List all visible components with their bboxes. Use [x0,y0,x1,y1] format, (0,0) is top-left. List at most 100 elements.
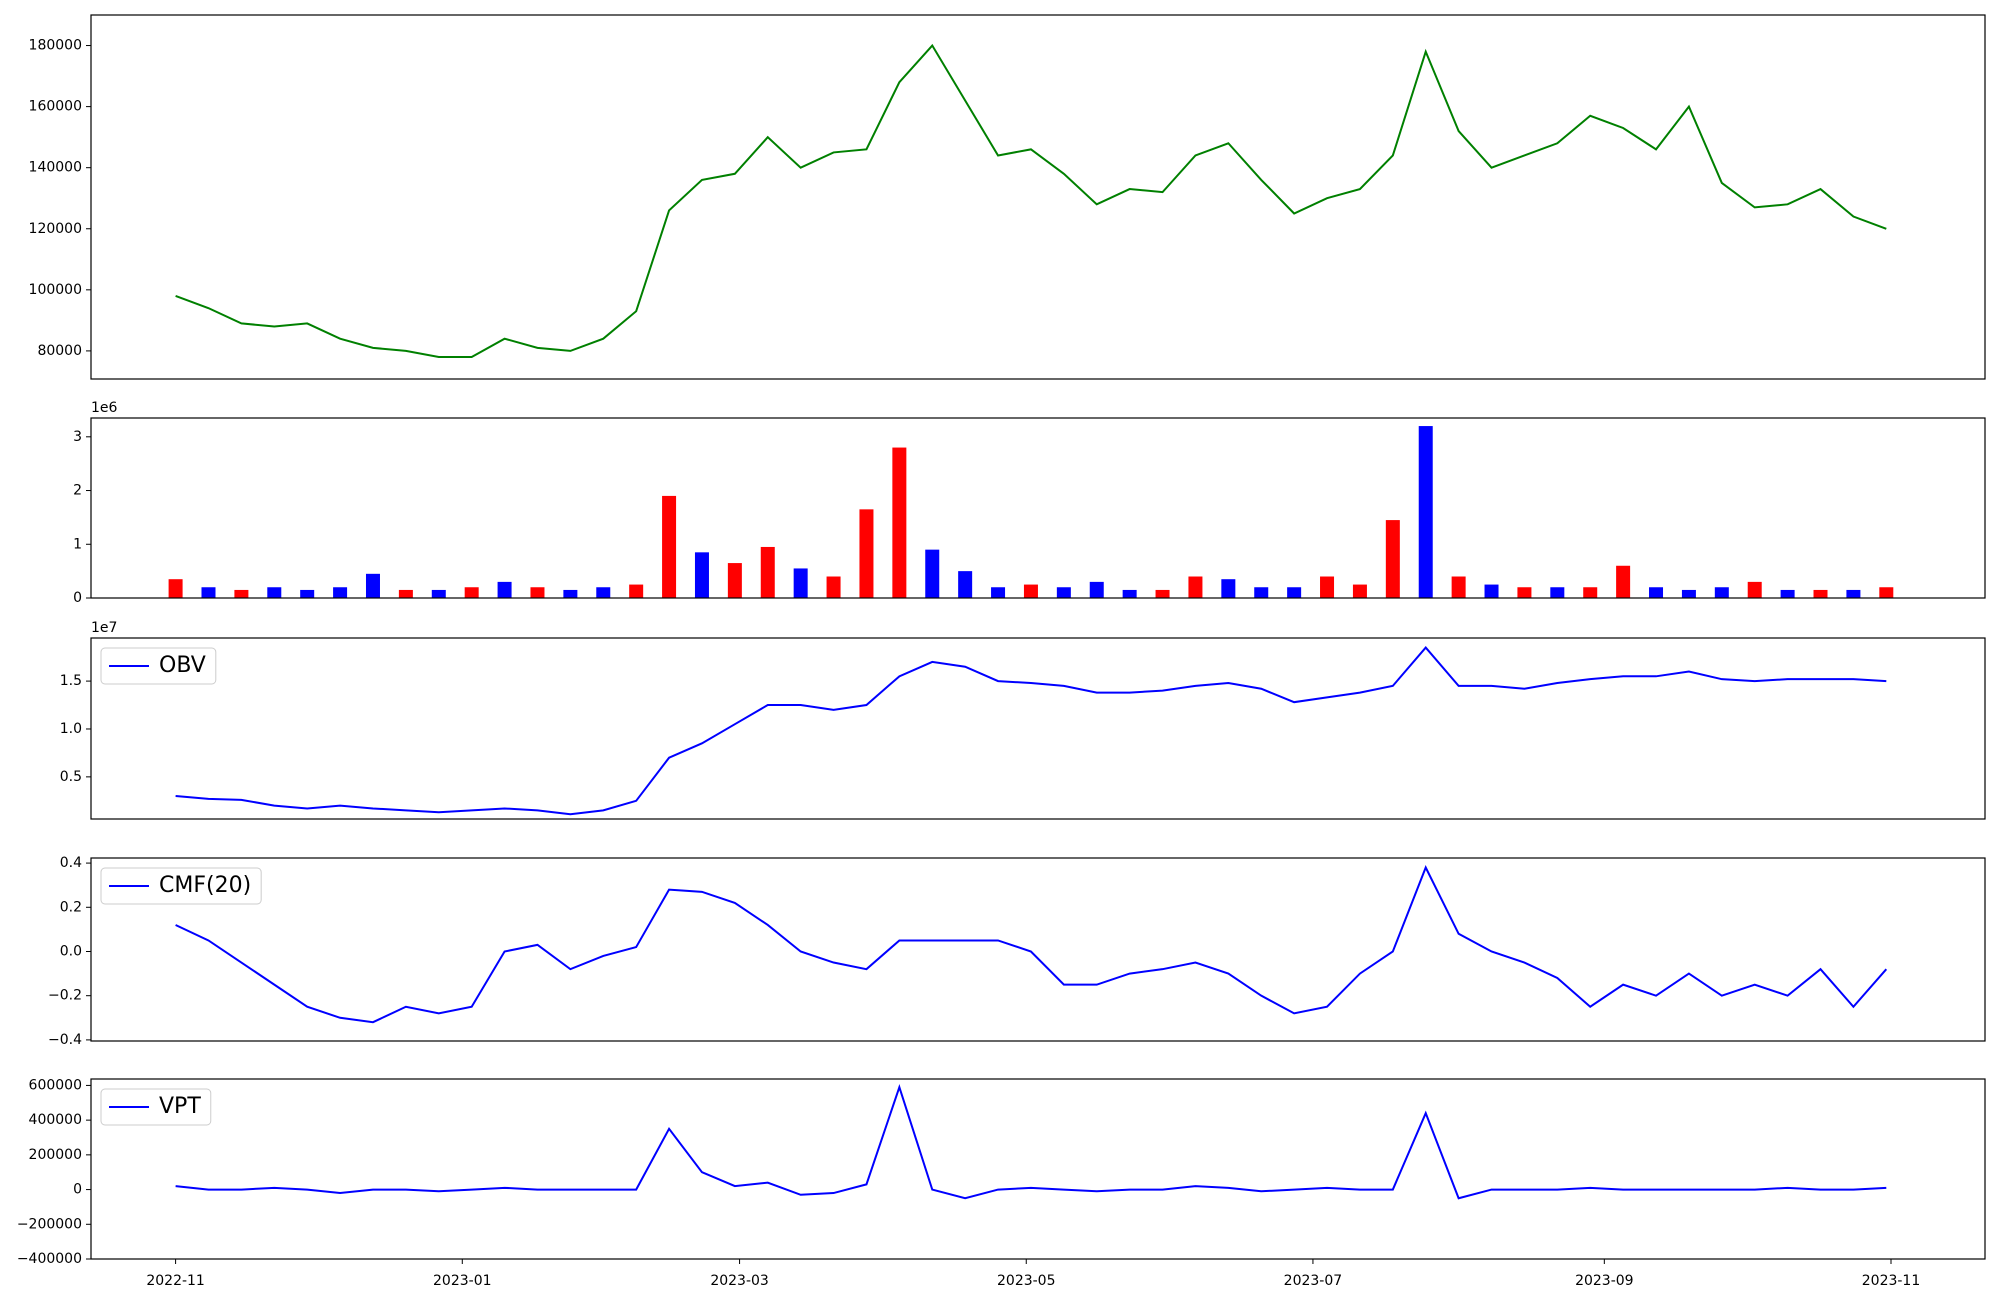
volume-bar [398,589,413,598]
volume-bar [234,589,249,598]
volume-bar [793,568,808,598]
volume-bar [1846,589,1861,598]
x-tick-label: 2022-11 [146,1273,205,1289]
volume-bar [1352,584,1367,598]
volume-bar [596,587,611,598]
y-tick-label: 80000 [37,343,82,359]
y-tick-label: 0.0 [60,943,82,959]
volume-bar [300,589,315,598]
volume-bar [1517,587,1532,598]
volume-bar [1484,584,1499,598]
legend-box [100,1088,212,1126]
volume-bar [431,589,446,598]
y-tick-label: 0 [73,590,82,606]
panel: 80000 100000 120000 140000 160000 180000 [29,14,1986,380]
y-tick-label: 600000 [29,1077,82,1093]
y-tick-label: 0.2 [60,899,82,915]
x-tick-label: 2023-09 [1575,1273,1634,1289]
volume-bar [1056,587,1071,598]
axes-frame [90,637,1986,820]
legend-box [100,647,217,685]
volume-bar [1254,587,1269,598]
volume-bar [1418,426,1433,598]
volume-bar [662,495,677,598]
volume-bar [1616,565,1631,598]
volume-bar [1649,587,1664,598]
volume-bar [497,581,512,598]
series-line [175,646,1887,816]
axes-frame [90,857,1986,1042]
volume-bar [530,587,545,598]
y-tick-label: −200000 [17,1216,82,1232]
series-line [175,1083,1887,1200]
volume-bar [1681,589,1696,598]
volume-bar [859,509,874,598]
volume-bar [1747,581,1762,598]
volume-bar [1155,589,1170,598]
y-tick-label: 160000 [29,99,82,115]
volume-bar [267,587,282,598]
volume-bar [1221,579,1236,598]
volume-bar [333,587,348,598]
volume-bar [727,563,742,598]
y-tick-label: 140000 [29,160,82,176]
volume-bar [1583,587,1598,598]
plot-area [175,43,1887,359]
panel: −0.4 −0.2 0.0 0.2 0.4 CMF(20) [48,855,1986,1048]
volume-bar [958,571,973,598]
volume-bar [892,447,907,598]
y-tick-label: −0.4 [48,1032,82,1048]
panel: −400000 −200000 0 200000 400000 600000 VPT 2022… [17,1077,1986,1289]
volume-bar [1023,584,1038,598]
volume-bar [760,546,775,598]
x-tick-label: 2023-01 [433,1273,492,1289]
y-tick-label: 2 [73,483,82,499]
legend-box [100,867,262,905]
x-tick-label: 2023-03 [710,1273,769,1289]
plot-area [175,646,1887,816]
y-tick-label: 120000 [29,221,82,237]
volume-bar [1451,576,1466,598]
volume-bar [1089,581,1104,598]
volume-bar [1287,587,1302,598]
series-line [175,43,1887,359]
plot-area [168,426,1894,598]
axes-frame [90,14,1986,380]
volume-bar [1385,520,1400,598]
y-tick-label: −0.2 [48,988,82,1004]
x-tick-label: 2023-07 [1284,1273,1343,1289]
offset-text: 1e7 [91,620,117,636]
volume-bar [365,573,380,598]
y-tick-label: 0.5 [60,769,82,785]
legend-label: OBV [159,653,206,678]
y-tick-label: 0 [73,1182,82,1198]
x-tick-label: 2023-11 [1862,1273,1921,1289]
legend-label: VPT [159,1094,201,1119]
volume-bar [991,587,1006,598]
y-tick-label: 400000 [29,1112,82,1128]
volume-bar [1879,587,1894,598]
panel: 0 1 2 3 1e6 [73,400,1986,606]
axes-frame [90,417,1986,599]
volume-bar [1714,587,1729,598]
plot-area [175,1083,1887,1200]
y-tick-label: 1 [73,536,82,552]
y-tick-label: 100000 [29,282,82,298]
legend-label: CMF(20) [159,873,251,898]
y-tick-label: −400000 [17,1251,82,1267]
panel: 0.5 1.0 1.5 1e7 OBV [60,620,1986,820]
volume-bar [826,576,841,598]
legend: OBV [100,647,217,685]
volume-bar [1320,576,1335,598]
volume-bar [1188,576,1203,598]
axes-frame [90,1078,1986,1260]
y-tick-label: 1.5 [60,673,82,689]
y-tick-label: 3 [73,429,82,445]
series-line [175,865,1888,1024]
legend: CMF(20) [100,867,262,905]
volume-bar [563,589,578,598]
offset-text: 1e6 [91,400,118,416]
volume-bar [168,579,183,598]
y-tick-label: 1.0 [60,721,82,737]
